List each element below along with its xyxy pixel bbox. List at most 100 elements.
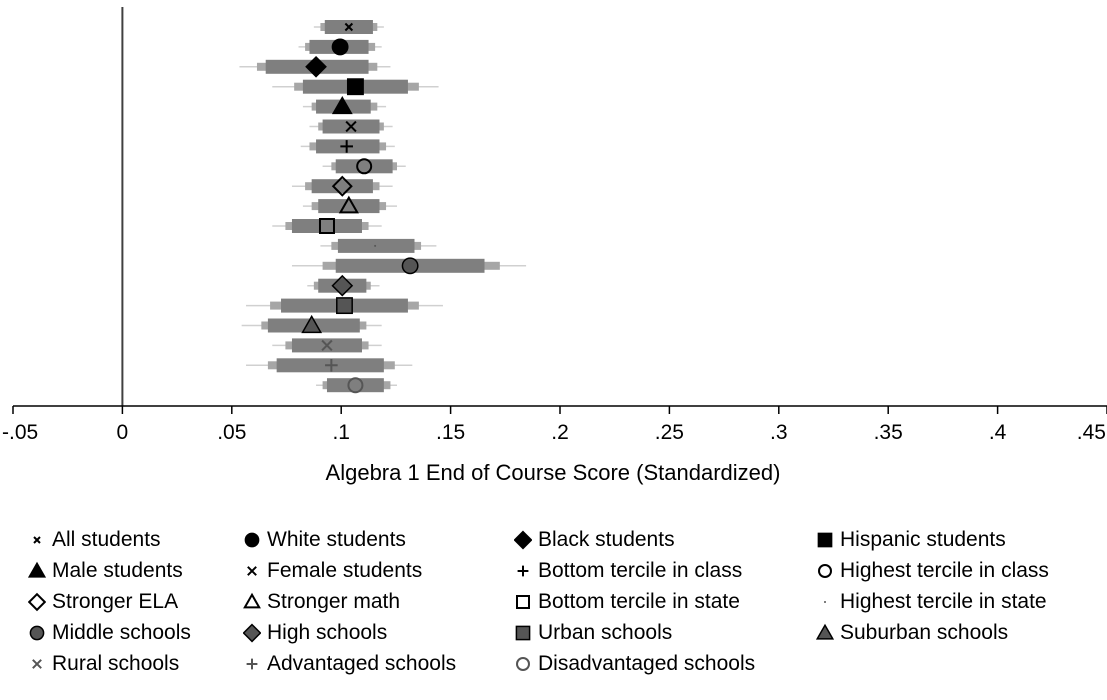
estimate-bottom-tercile-in-state: [318, 218, 335, 234]
legend-item-disadvantaged-schools: Disadvantaged schools: [514, 649, 755, 679]
legend-label: Suburban schools: [840, 621, 1009, 644]
legend-label: Disadvantaged schools: [538, 652, 756, 675]
x-tick-label: .25: [655, 421, 684, 444]
ci90-stronger-ela: [311, 179, 373, 194]
legend-marker-icon: [514, 591, 532, 613]
legend-symbol: [32, 659, 42, 669]
legend-symbol: [33, 536, 41, 544]
legend-marker-icon: [28, 591, 46, 613]
legend-marker-icon: [514, 622, 532, 644]
legend-label: Black students: [538, 528, 675, 551]
legend-marker-icon: [28, 622, 46, 644]
legend-marker-icon: [28, 653, 46, 675]
legend-marker-icon: [243, 653, 261, 675]
legend-marker-icon: [816, 622, 834, 644]
legend-item-high-schools: High schools: [243, 618, 387, 648]
legend-item-middle-schools: Middle schools: [28, 618, 191, 648]
ci90-highest-tercile-in-class: [335, 159, 393, 174]
legend-marker-icon: [514, 529, 532, 551]
x-tick-label: .1: [332, 421, 350, 444]
legend-label: All students: [52, 528, 161, 551]
estimate-rural-schools: [321, 339, 333, 352]
legend-symbol: [816, 623, 834, 640]
legend-label: Male students: [52, 559, 183, 582]
legend-symbol: [514, 530, 532, 550]
estimate-male-students: [331, 95, 353, 115]
x-tick-label: .2: [551, 421, 569, 444]
legend-item-bottom-tercile-in-state: Bottom tercile in state: [514, 587, 740, 617]
legend-symbol: [246, 658, 258, 670]
legend-item-stronger-math: Stronger math: [243, 587, 400, 617]
legend-label: Middle schools: [52, 621, 191, 644]
legend-symbol: [515, 625, 531, 641]
plot-area: -.05 0 .05 .1 .15 .2 .25 .3 .35 .4 .45 Algebra 1 E…: [2, 7, 1107, 485]
estimate-high-schools: [331, 274, 354, 297]
legend-item-rural-schools: Rural schools: [28, 649, 179, 679]
legend-marker-icon: [243, 560, 261, 582]
legend-marker-icon: [514, 560, 532, 582]
legend-symbol: [824, 601, 826, 603]
legend-label: Highest tercile in class: [840, 559, 1049, 582]
legend-item-bottom-tercile-in-class: Bottom tercile in class: [514, 556, 742, 586]
estimate-suburban-schools: [301, 314, 323, 334]
legend-item-male-students: Male students: [28, 556, 183, 586]
x-axis-title: Algebra 1 End of Course Score (Standardi…: [326, 460, 781, 485]
legend-symbol: [28, 592, 46, 612]
x-tick-label: .35: [874, 421, 903, 444]
legend-item-advantaged-schools: Advantaged schools: [243, 649, 456, 679]
estimate-advantaged-schools: [325, 359, 338, 372]
estimate-highest-tercile-in-state: [374, 244, 377, 247]
x-tick-label: .15: [436, 421, 465, 444]
legend-marker-icon: [28, 529, 46, 551]
legend-label: Stronger ELA: [52, 590, 179, 613]
legend-label: Highest tercile in state: [840, 590, 1047, 613]
legend-symbol: [28, 561, 46, 578]
estimate-all-students: [344, 22, 354, 32]
ci90-bottom-tercile-in-state: [291, 219, 362, 233]
x-tick-label: 0: [117, 421, 129, 444]
estimate-hispanic-students: [346, 78, 364, 96]
estimate-bottom-tercile-in-class: [340, 140, 353, 153]
estimate-female-students: [345, 120, 357, 133]
legend-marker-icon: [243, 529, 261, 551]
legend-symbol: [818, 564, 832, 578]
x-tick-label: .3: [770, 421, 788, 444]
x-tick-label: -.05: [2, 421, 38, 444]
estimate-white-students: [331, 38, 349, 56]
legend-symbol: [243, 623, 261, 643]
legend-symbol: [817, 532, 833, 548]
legend-label: High schools: [267, 621, 388, 644]
legend-symbol: [247, 566, 257, 576]
legend-label: Bottom tercile in class: [538, 559, 743, 582]
estimate-disadvantaged-schools: [347, 377, 364, 394]
legend-item-highest-tercile-in-state: Highest tercile in state: [816, 587, 1047, 617]
legend-symbol: [516, 595, 530, 609]
estimate-stronger-ela: [331, 175, 353, 197]
estimate-urban-schools: [336, 297, 353, 315]
legend-marker-icon: [28, 560, 46, 582]
legend-item-all-students: All students: [28, 525, 161, 555]
legend-label: Female students: [267, 559, 423, 582]
confidence-intervals: [239, 20, 527, 393]
x-tick-label: .05: [217, 421, 246, 444]
estimate-middle-schools: [401, 257, 419, 275]
legend-item-hispanic-students: Hispanic students: [816, 525, 1006, 555]
estimate-highest-tercile-in-class: [356, 158, 373, 175]
legend-item-white-students: White students: [243, 525, 406, 555]
legend-marker-icon: [816, 560, 834, 582]
estimate-black-students: [305, 55, 327, 78]
legend-symbol: [29, 625, 45, 641]
x-axis: -.05 0 .05 .1 .15 .2 .25 .3 .35 .4 .45: [2, 405, 1107, 444]
legend-label: Stronger math: [267, 590, 401, 613]
legend-label: Urban schools: [538, 621, 673, 644]
ci90-stronger-math: [318, 199, 380, 214]
legend: All students White students Black students…: [0, 520, 1107, 700]
legend-item-highest-tercile-in-class: Highest tercile in class: [816, 556, 1049, 586]
legend-label: Advantaged schools: [267, 652, 457, 675]
legend-symbol: [516, 657, 530, 671]
legend-item-suburban-schools: Suburban schools: [816, 618, 1008, 648]
legend-item-stronger-ela: Stronger ELA: [28, 587, 178, 617]
legend-marker-icon: [816, 591, 834, 613]
legend-symbol: [517, 565, 529, 577]
legend-label: Bottom tercile in state: [538, 590, 740, 613]
